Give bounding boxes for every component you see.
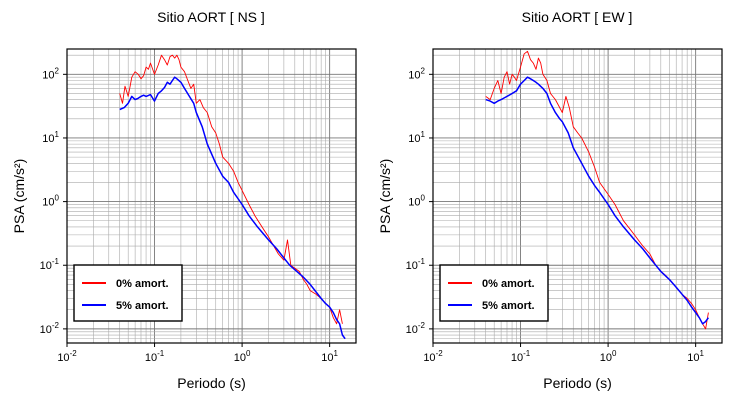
x-tick-label: 101 (687, 349, 704, 364)
x-tick-label: 10-1 (511, 349, 531, 364)
x-tick-exponent: -1 (157, 349, 165, 358)
grid (66, 49, 357, 344)
x-tick-base: 10 (234, 352, 246, 364)
x-tick-base: 10 (57, 352, 69, 364)
series-group (119, 54, 346, 340)
y-tick-base: 10 (42, 197, 54, 209)
y-tick-base: 10 (40, 260, 52, 272)
legend-label-1: 0% amort. (482, 278, 535, 290)
series-line-2 (119, 76, 346, 340)
plot-frame (66, 48, 357, 344)
y-tick-base: 10 (40, 324, 52, 336)
x-axis-label: Periodo (s) (543, 375, 611, 391)
x-tick-exponent: 0 (612, 349, 617, 358)
x-axis-label: Periodo (s) (177, 375, 245, 391)
x-tick-base: 10 (321, 352, 333, 364)
y-tick-label: 101 (408, 130, 425, 145)
x-tick-exponent: 0 (246, 349, 251, 358)
y-tick-base: 10 (42, 133, 54, 145)
y-tick-exponent: 0 (55, 194, 60, 203)
y-tick-exponent: 2 (421, 66, 426, 75)
x-tick-label: 101 (321, 349, 338, 364)
y-axis-label: PSA (cm/s²) (377, 159, 393, 234)
y-tick-exponent: -1 (418, 257, 426, 266)
legend-box (73, 264, 183, 322)
legend-label-1: 0% amort. (116, 278, 169, 290)
y-tick-exponent: -2 (52, 321, 60, 330)
y-tick-exponent: 1 (55, 130, 60, 139)
y-tick-exponent: -1 (52, 257, 60, 266)
y-tick-base: 10 (406, 260, 418, 272)
x-tick-base: 10 (600, 352, 612, 364)
legend-label-2: 5% amort. (116, 300, 169, 312)
series-group (485, 50, 710, 330)
series-line-1 (119, 54, 343, 325)
legend: 0% amort. 5% amort. (439, 264, 549, 322)
y-tick-label: 10-1 (40, 257, 60, 272)
y-tick-base: 10 (408, 133, 420, 145)
series-line-2 (485, 76, 710, 325)
x-tick-exponent: 1 (700, 349, 705, 358)
y-tick-exponent: 0 (421, 194, 426, 203)
x-tick-label: 10-2 (423, 349, 443, 364)
x-tick-base: 10 (145, 352, 157, 364)
x-tick-base: 10 (423, 352, 435, 364)
x-tick-label: 10-2 (57, 349, 77, 364)
x-tick-label: 10-1 (145, 349, 165, 364)
x-tick-exponent: -1 (523, 349, 531, 358)
x-tick-exponent: 1 (334, 349, 339, 358)
plot-frame (432, 48, 723, 344)
y-tick-label: 10-2 (40, 321, 60, 336)
legend-label-2: 5% amort. (482, 300, 535, 312)
chart-title: Sitio AORT [ EW ] (522, 9, 633, 25)
y-tick-exponent: 2 (55, 66, 60, 75)
y-tick-exponent: -2 (418, 321, 426, 330)
y-axis-label: PSA (cm/s²) (11, 159, 27, 234)
y-tick-label: 100 (408, 194, 425, 209)
legend-box (439, 264, 549, 322)
y-tick-base: 10 (408, 69, 420, 81)
y-tick-exponent: 1 (421, 130, 426, 139)
x-tick-base: 10 (687, 352, 699, 364)
y-tick-base: 10 (408, 197, 420, 209)
y-tick-label: 100 (42, 194, 59, 209)
chart-title: Sitio AORT [ NS ] (157, 9, 265, 25)
legend: 0% amort. 5% amort. (73, 264, 183, 322)
x-tick-base: 10 (511, 352, 523, 364)
x-tick-label: 100 (234, 349, 251, 364)
x-tick-exponent: -2 (436, 349, 444, 358)
y-tick-label: 102 (42, 66, 59, 81)
x-tick-exponent: -2 (70, 349, 78, 358)
y-tick-label: 102 (408, 66, 425, 81)
y-tick-label: 10-2 (406, 321, 426, 336)
y-tick-label: 10-1 (406, 257, 426, 272)
y-tick-base: 10 (406, 324, 418, 336)
y-tick-base: 10 (42, 69, 54, 81)
y-tick-label: 101 (42, 130, 59, 145)
x-tick-label: 100 (600, 349, 617, 364)
